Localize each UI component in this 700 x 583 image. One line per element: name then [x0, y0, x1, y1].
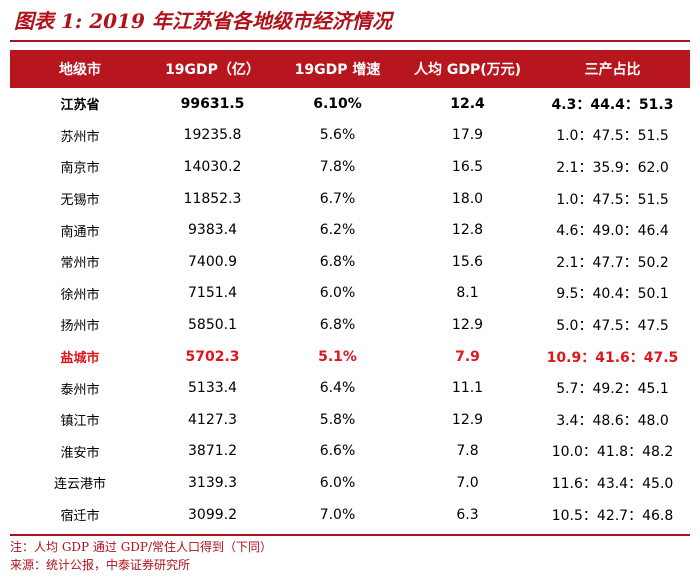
figure-title: 图表 1: 2019 年江苏省各地级市经济情况 — [14, 9, 392, 33]
growth-cell: 5.6% — [319, 127, 356, 144]
footnote: 注：人均 GDP 通过 GDP/常住人口得到（下同） — [10, 540, 273, 554]
ratio-cell: 10.0：41.8：48.2 — [551, 444, 674, 461]
growth-cell: 6.7% — [319, 190, 356, 207]
table-row: 淮安市 3871.2 6.6% 7.8 10.0：41.8：48.2 — [10, 436, 690, 468]
per-capita-cell: 12.9 — [451, 316, 484, 333]
city-cell: 镇江市 — [60, 414, 100, 430]
bottom-divider — [10, 534, 690, 536]
source-note: 来源：统计公报，中泰证券研究所 — [10, 558, 191, 572]
gdp-cell: 3871.2 — [188, 443, 237, 460]
city-cell: 扬州市 — [60, 319, 100, 335]
table-row: 江苏省 99631.5 6.10% 12.4 4.3：44.4：51.3 — [10, 88, 690, 120]
gdp-cell: 5850.1 — [188, 316, 237, 333]
table-row: 无锡市 11852.3 6.7% 18.0 1.0：47.5：51.5 — [10, 183, 690, 215]
city-cell: 南京市 — [60, 161, 100, 177]
per-capita-cell: 7.8 — [456, 443, 479, 460]
gdp-cell: 7400.9 — [188, 253, 237, 270]
growth-cell: 6.4% — [319, 380, 356, 397]
table-row: 南京市 14030.2 7.8% 16.5 2.1：35.9：62.0 — [10, 151, 690, 183]
table-row: 盐城市 5702.3 5.1% 7.9 10.9：41.6：47.5 — [10, 341, 690, 373]
city-cell: 徐州市 — [60, 287, 100, 303]
table-row: 扬州市 5850.1 6.8% 12.9 5.0：47.5：47.5 — [10, 309, 690, 341]
city-cell: 宿迁市 — [60, 509, 100, 525]
ratio-cell: 1.0：47.5：51.5 — [556, 191, 669, 208]
per-capita-cell: 6.3 — [456, 506, 479, 523]
header-per-capita: 人均 GDP(万元) — [413, 62, 522, 78]
gdp-cell: 3139.3 — [188, 474, 237, 491]
ratio-cell: 9.5：40.4：50.1 — [556, 286, 669, 303]
per-capita-cell: 18.0 — [451, 190, 484, 207]
gdp-cell: 11852.3 — [183, 190, 242, 207]
growth-cell: 5.1% — [318, 348, 357, 365]
growth-cell: 6.0% — [319, 285, 356, 302]
table-row: 连云港市 3139.3 6.0% 7.0 11.6：43.4：45.0 — [10, 467, 690, 499]
growth-cell: 6.8% — [319, 253, 356, 270]
city-cell: 苏州市 — [60, 129, 100, 145]
header-industry-ratio: 三产占比 — [584, 62, 641, 78]
per-capita-cell: 11.1 — [451, 380, 484, 397]
ratio-cell: 10.5：42.7：46.8 — [551, 507, 674, 524]
gdp-cell: 14030.2 — [183, 158, 242, 175]
gdp-cell: 19235.8 — [183, 127, 242, 144]
gdp-cell: 5133.4 — [188, 380, 237, 397]
gdp-cell: 5702.3 — [185, 348, 240, 365]
table-row: 苏州市 19235.8 5.6% 17.9 1.0：47.5：51.5 — [10, 120, 690, 152]
city-cell: 盐城市 — [60, 351, 100, 367]
ratio-cell: 3.4：48.6：48.0 — [556, 412, 669, 429]
gdp-table: 地级市 19GDP（亿） 19GDP 增速 人均 GDP(万元) 三产占比 江苏… — [10, 50, 690, 530]
table-row: 常州市 7400.9 6.8% 15.6 2.1：47.7：50.2 — [10, 246, 690, 278]
ratio-cell: 10.9：41.6：47.5 — [546, 349, 679, 366]
table-row: 镇江市 4127.3 5.8% 12.9 3.4：48.6：48.0 — [10, 404, 690, 436]
ratio-cell: 5.7：49.2：45.1 — [556, 381, 669, 398]
header-gdp: 19GDP（亿） — [165, 62, 260, 78]
city-cell: 淮安市 — [60, 445, 100, 461]
per-capita-cell: 12.9 — [451, 411, 484, 428]
per-capita-cell: 16.5 — [451, 158, 484, 175]
growth-cell: 6.0% — [319, 474, 356, 491]
table-row: 徐州市 7151.4 6.0% 8.1 9.5：40.4：50.1 — [10, 278, 690, 310]
per-capita-cell: 15.6 — [451, 253, 484, 270]
header-growth: 19GDP 增速 — [294, 62, 381, 78]
growth-cell: 7.0% — [319, 506, 356, 523]
header-city: 地级市 — [59, 62, 101, 78]
per-capita-cell: 7.9 — [455, 348, 480, 365]
ratio-cell: 4.6：49.0：46.4 — [556, 223, 669, 240]
per-capita-cell: 7.0 — [456, 474, 479, 491]
city-cell: 连云港市 — [53, 477, 106, 493]
per-capita-cell: 12.8 — [451, 222, 484, 239]
ratio-cell: 4.3：44.4：51.3 — [551, 96, 674, 113]
per-capita-cell: 17.9 — [451, 127, 484, 144]
city-cell: 南通市 — [60, 224, 100, 240]
growth-cell: 6.10% — [313, 95, 362, 112]
table-header-row: 地级市 19GDP（亿） 19GDP 增速 人均 GDP(万元) 三产占比 — [10, 50, 690, 88]
city-cell: 常州市 — [60, 256, 100, 272]
growth-cell: 6.2% — [319, 222, 356, 239]
table-row: 南通市 9383.4 6.2% 12.8 4.6：49.0：46.4 — [10, 214, 690, 246]
gdp-cell: 3099.2 — [188, 506, 237, 523]
gdp-cell: 99631.5 — [180, 95, 245, 112]
per-capita-cell: 8.1 — [456, 285, 479, 302]
ratio-cell: 2.1：35.9：62.0 — [556, 159, 669, 176]
city-cell: 泰州市 — [60, 382, 100, 398]
ratio-cell: 11.6：43.4：45.0 — [551, 475, 674, 492]
per-capita-cell: 12.4 — [450, 95, 485, 112]
growth-cell: 6.6% — [319, 443, 356, 460]
gdp-cell: 9383.4 — [188, 222, 237, 239]
gdp-cell: 7151.4 — [188, 285, 237, 302]
growth-cell: 5.8% — [319, 411, 356, 428]
growth-cell: 7.8% — [319, 158, 356, 175]
table-row: 宿迁市 3099.2 7.0% 6.3 10.5：42.7：46.8 — [10, 499, 690, 531]
ratio-cell: 5.0：47.5：47.5 — [556, 317, 669, 334]
gdp-cell: 4127.3 — [188, 411, 237, 428]
ratio-cell: 1.0：47.5：51.5 — [556, 128, 669, 145]
city-cell: 江苏省 — [60, 98, 100, 114]
title-divider — [10, 40, 690, 42]
table-row: 泰州市 5133.4 6.4% 11.1 5.7：49.2：45.1 — [10, 372, 690, 404]
city-cell: 无锡市 — [60, 193, 100, 209]
ratio-cell: 2.1：47.7：50.2 — [556, 254, 669, 271]
growth-cell: 6.8% — [319, 316, 356, 333]
